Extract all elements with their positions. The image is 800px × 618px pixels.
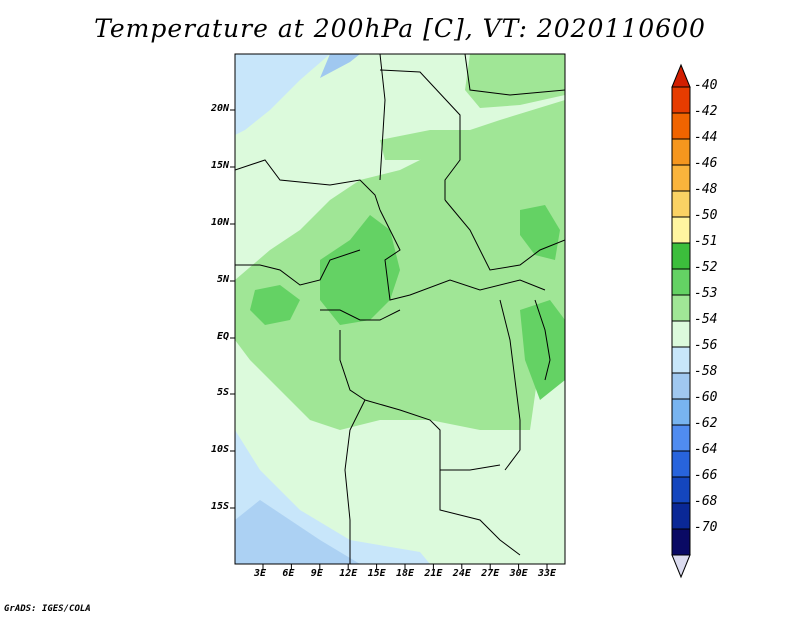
lat-tick-label: 5N xyxy=(216,274,229,285)
colorbar-label: -50 xyxy=(694,208,718,223)
lon-tick-label: 33E xyxy=(538,568,557,579)
colorbar-swatch xyxy=(671,216,691,244)
lat-tick-label: 5S xyxy=(216,387,229,398)
lon-tick-label: 6E xyxy=(282,568,295,579)
chart-title: Temperature at 200hPa [C], VT: 202011060… xyxy=(94,14,706,43)
lat-tick-label: 10S xyxy=(210,444,229,455)
lon-tick-label: 27E xyxy=(481,568,500,579)
lon-tick-label: 9E xyxy=(310,568,323,579)
colorbar-label: -68 xyxy=(694,494,718,509)
colorbar-swatch xyxy=(671,138,691,166)
colorbar-bottom-arrow xyxy=(671,554,691,579)
colorbar-label: -51 xyxy=(694,234,718,249)
colorbar-label: -70 xyxy=(694,520,718,535)
colorbar xyxy=(671,63,691,579)
colorbar-swatch xyxy=(671,86,691,114)
colorbar-swatch xyxy=(671,112,691,140)
lat-tick-label: 10N xyxy=(210,217,229,228)
lon-tick-label: 24E xyxy=(452,568,471,579)
colorbar-swatch xyxy=(671,320,691,348)
colorbar-label: -64 xyxy=(694,442,718,457)
map-frame xyxy=(234,53,566,565)
lon-tick-label: 18E xyxy=(396,568,415,579)
colorbar-swatch xyxy=(671,398,691,426)
colorbar-swatch xyxy=(671,476,691,504)
grads-credit: GrADS: IGES/COLA xyxy=(4,604,91,614)
colorbar-swatch xyxy=(671,164,691,192)
colorbar-label: -44 xyxy=(694,130,718,145)
colorbar-label: -56 xyxy=(694,338,718,353)
colorbar-swatch xyxy=(671,268,691,296)
colorbar-label: -40 xyxy=(694,78,718,93)
colorbar-label: -62 xyxy=(694,416,718,431)
colorbar-label: -52 xyxy=(694,260,718,275)
lat-tick-label: 20N xyxy=(210,103,229,114)
colorbar-top-arrow xyxy=(671,63,691,88)
lon-tick-label: 21E xyxy=(424,568,443,579)
colorbar-swatch xyxy=(671,450,691,478)
colorbar-label: -60 xyxy=(694,390,718,405)
colorbar-swatch xyxy=(671,294,691,322)
colorbar-label: -46 xyxy=(694,156,718,171)
lon-tick-label: 30E xyxy=(509,568,528,579)
colorbar-label: -42 xyxy=(694,104,718,119)
lon-tick-label: 15E xyxy=(367,568,386,579)
colorbar-label: -53 xyxy=(694,286,718,301)
colorbar-swatch xyxy=(671,372,691,400)
colorbar-label: -66 xyxy=(694,468,718,483)
colorbar-swatch xyxy=(671,346,691,374)
country-borders xyxy=(235,54,565,564)
colorbar-swatch xyxy=(671,424,691,452)
lat-tick-label: 15N xyxy=(210,160,229,171)
colorbar-label: -54 xyxy=(694,312,718,327)
colorbar-swatch xyxy=(671,190,691,218)
lat-tick-label: 15S xyxy=(210,501,229,512)
colorbar-swatch xyxy=(671,502,691,530)
lon-tick-label: 12E xyxy=(339,568,358,579)
colorbar-label: -58 xyxy=(694,364,718,379)
temperature-field xyxy=(235,54,565,564)
lon-tick-label: 3E xyxy=(254,568,267,579)
colorbar-swatch xyxy=(671,242,691,270)
colorbar-swatch xyxy=(671,528,691,556)
colorbar-label: -48 xyxy=(694,182,718,197)
lat-tick-label: EQ xyxy=(216,331,229,342)
